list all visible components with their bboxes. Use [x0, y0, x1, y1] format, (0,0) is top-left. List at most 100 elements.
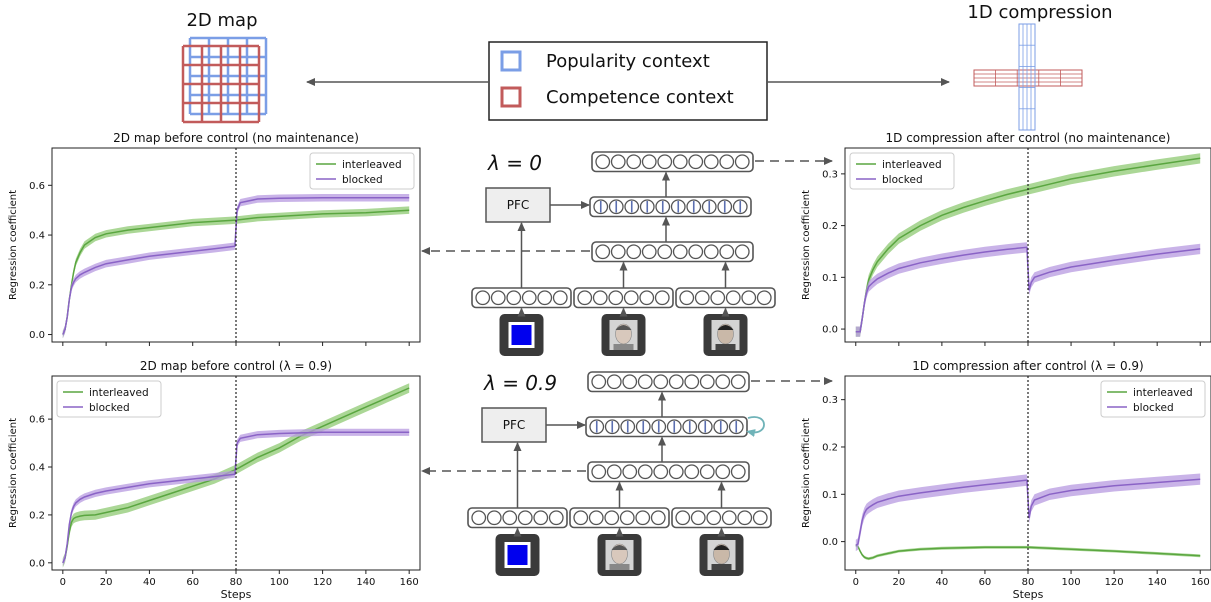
- unit-circle: [619, 510, 635, 526]
- x-tick-label: 80: [230, 577, 243, 588]
- legend-label-blocked: blocked: [1133, 402, 1174, 414]
- popularity-swatch: [500, 50, 522, 72]
- x-tick-label: 160: [1191, 577, 1210, 588]
- pfc-label: PFC: [507, 198, 530, 212]
- unit-circle: [715, 374, 731, 390]
- legend-box: [309, 152, 415, 190]
- y-tick-label: 0.4: [29, 231, 45, 242]
- unit-circle: [657, 154, 673, 170]
- chart-legend: interleaved blocked: [1100, 380, 1206, 418]
- y-tick-label: 0.6: [29, 415, 45, 426]
- unit-circle: [654, 290, 670, 306]
- unit-circle: [752, 510, 768, 526]
- x-tick-label: 140: [1148, 577, 1167, 588]
- compress1d-label: 1D compression: [967, 2, 1112, 23]
- pfc-label: PFC: [503, 418, 526, 432]
- unit-circle: [521, 290, 537, 306]
- unit-circle: [699, 374, 715, 390]
- unit-circle: [734, 244, 750, 260]
- unit-circle: [741, 290, 757, 306]
- competence-legend-label: Competence context: [546, 87, 734, 108]
- lambda-label: λ = 0: [487, 151, 542, 175]
- x-tick-label: 120: [1105, 577, 1124, 588]
- legend-label-interleaved: interleaved: [882, 159, 942, 171]
- y-tick-label: 0.6: [29, 181, 45, 192]
- unit-circle: [641, 154, 657, 170]
- y-tick-label: 0.2: [822, 442, 838, 453]
- legend-box: [56, 380, 162, 418]
- unit-circle: [675, 510, 691, 526]
- chart-legend: interleaved blocked: [849, 152, 955, 190]
- shoulders-icon: [613, 344, 634, 350]
- unit-circle: [490, 290, 506, 306]
- unit-circle: [588, 510, 604, 526]
- chart-1d-compression-no-maintenance: 1D compression after control (no mainten…: [801, 131, 1211, 346]
- y-tick-label: 0.4: [29, 463, 45, 474]
- unit-circle: [610, 154, 626, 170]
- recurrent-loop-arrow: [746, 416, 765, 437]
- y-axis-label: Regression coefficient: [8, 418, 19, 528]
- unit-circle: [637, 374, 653, 390]
- hair-icon: [713, 545, 730, 550]
- unit-circle: [595, 154, 611, 170]
- x-tick-label: 120: [313, 577, 332, 588]
- unit-circle: [606, 464, 622, 480]
- x-tick-label: 80: [1022, 577, 1035, 588]
- unit-circle: [552, 290, 568, 306]
- x-tick-label: 100: [1062, 577, 1081, 588]
- legend-box: [1100, 380, 1206, 418]
- unit-circle: [650, 510, 666, 526]
- lambda-label: λ = 0.9: [483, 371, 557, 395]
- x-tick-label: 160: [400, 577, 419, 588]
- unit-circle: [756, 290, 772, 306]
- y-tick-label: 0.2: [29, 510, 45, 521]
- unit-circle: [657, 244, 673, 260]
- unit-circle: [595, 244, 611, 260]
- unit-circle: [623, 290, 639, 306]
- x-tick-label: 140: [356, 577, 375, 588]
- x-axis-label: Steps: [1013, 588, 1044, 601]
- network-diagram-lambda-0-9: λ = 0.9 PFC: [421, 371, 833, 576]
- unit-circle: [703, 244, 719, 260]
- x-tick-label: 60: [979, 577, 992, 588]
- unit-circle: [622, 464, 638, 480]
- popularity-legend-label: Popularity context: [546, 51, 710, 72]
- unit-circle: [684, 464, 700, 480]
- legend-label-blocked: blocked: [882, 174, 923, 186]
- series-line-blocked: [62, 196, 410, 335]
- unit-circle: [710, 290, 726, 306]
- y-tick-label: 0.3: [822, 169, 838, 180]
- unit-circle: [690, 510, 706, 526]
- chart-title: 1D compression after control (λ = 0.9): [912, 359, 1143, 373]
- chart-2d-map-lambda-0-9: 2D map before control (λ = 0.9) Regressio…: [8, 359, 421, 601]
- unit-circle: [668, 374, 684, 390]
- chart-1d-compression-lambda-0-9: 1D compression after control (λ = 0.9) Re…: [801, 359, 1211, 601]
- context-legend: Popularity context Competence context: [488, 41, 768, 121]
- unit-circle: [653, 374, 669, 390]
- unit-circle: [475, 290, 491, 306]
- unit-circle: [573, 510, 589, 526]
- unit-circle: [606, 374, 622, 390]
- y-axis-label: Regression coefficient: [801, 190, 812, 300]
- unit-circle: [622, 374, 638, 390]
- x-tick-label: 20: [100, 577, 113, 588]
- unit-circle: [694, 290, 710, 306]
- y-tick-label: 0.1: [822, 490, 838, 501]
- unit-circle: [591, 464, 607, 480]
- chart-title: 2D map before control (λ = 0.9): [140, 359, 332, 373]
- y-tick-label: 0.2: [29, 280, 45, 291]
- y-axis-label: Regression coefficient: [801, 418, 812, 528]
- x-axis-label: Steps: [221, 588, 252, 601]
- unit-circle: [639, 290, 655, 306]
- x-tick-label: 0: [60, 577, 66, 588]
- series-line-interleaved: [62, 387, 410, 564]
- map2d-grid-icon: [181, 36, 268, 124]
- chart-legend: interleaved blocked: [309, 152, 415, 190]
- x-tick-label: 60: [186, 577, 199, 588]
- hair-icon: [615, 325, 632, 330]
- y-tick-label: 0.1: [822, 273, 838, 284]
- hair-icon: [611, 545, 628, 550]
- unit-circle: [591, 374, 607, 390]
- unit-circle: [626, 154, 642, 170]
